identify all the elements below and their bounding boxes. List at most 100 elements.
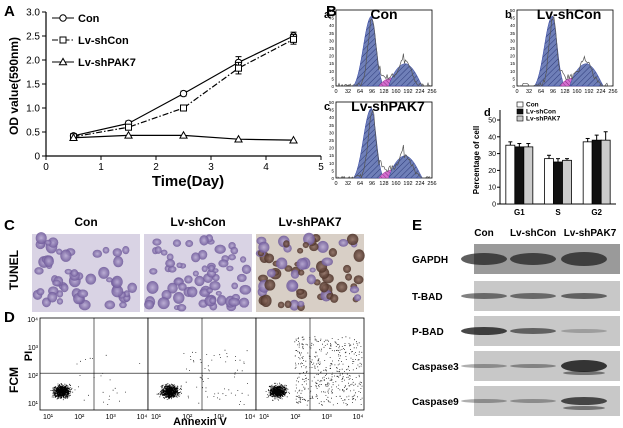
- tunel-column-label: Lv-shPAK7: [278, 215, 341, 229]
- panel-label-c: C: [4, 217, 15, 234]
- histogram-sub-label: b: [505, 9, 512, 21]
- bd-category-label: G2: [591, 208, 602, 217]
- histogram-y-tick: 30: [510, 38, 516, 43]
- cell-nucleus: [309, 267, 316, 273]
- fcm-x-tick: 10³: [214, 414, 225, 421]
- cell-nucleus: [236, 273, 247, 283]
- cell-nucleus: [199, 235, 209, 246]
- data-point: [124, 130, 133, 139]
- blot-band: [510, 399, 556, 403]
- histogram-x-tick: 224: [415, 181, 424, 187]
- histogram-x-tick: 96: [550, 89, 556, 95]
- histogram-x-tick: 224: [596, 89, 605, 95]
- blot-band: [461, 399, 507, 403]
- bd-legend-swatch: [516, 108, 524, 115]
- tunel-image-2: Lv-shPAK7: [255, 215, 365, 312]
- cell-nucleus: [330, 294, 339, 303]
- panel-label-b: B: [326, 3, 337, 20]
- bd-y-tick-label: 40: [488, 134, 496, 141]
- bar: [582, 141, 593, 205]
- cell-nucleus: [228, 254, 236, 261]
- g1-peak: [352, 107, 385, 179]
- cell-nucleus: [56, 248, 63, 255]
- cell-nucleus: [112, 248, 123, 257]
- fcm-events: [156, 349, 249, 405]
- cell-nucleus: [191, 252, 201, 263]
- g1-peak: [533, 15, 566, 87]
- cell-nucleus: [77, 289, 89, 298]
- cell-nucleus: [289, 299, 300, 311]
- cell-nucleus: [160, 249, 168, 256]
- g2-peak: [388, 63, 423, 87]
- panel-e-western-blot: Con Lv-shCon Lv-shPAK7 GAPDH T-BAD P-BAD Casp…: [412, 228, 620, 416]
- panel-b-d-bar-chart: d Percentage of cell 0 10 20 30 40 50 G1 S G2 C…: [472, 102, 616, 217]
- histogram-x-tick: 192: [584, 89, 593, 95]
- g1-peak: [352, 15, 385, 87]
- histogram-sub-label: a: [324, 9, 331, 21]
- legend-label: Con: [78, 13, 100, 25]
- histogram-y-tick: 5: [512, 76, 515, 81]
- bar: [505, 144, 516, 205]
- cell-nucleus: [192, 270, 199, 277]
- cell-nucleus: [264, 279, 276, 291]
- cell-nucleus: [113, 256, 124, 268]
- bd-y-tick-label: 10: [488, 185, 496, 192]
- fcm-y-tick: 10⁴: [27, 317, 38, 324]
- fcm-events: [50, 354, 141, 405]
- g2-peak: [388, 155, 423, 179]
- histogram-x-tick: 64: [538, 89, 544, 95]
- cell-nucleus: [218, 259, 229, 268]
- cell-nucleus: [264, 253, 275, 264]
- panel-label-e: E: [412, 217, 422, 234]
- histogram-y-tick: 0: [512, 84, 515, 89]
- histogram-x-tick: 0: [334, 181, 337, 187]
- histogram-y-tick: 20: [510, 54, 516, 59]
- cell-nucleus: [241, 264, 252, 275]
- y-tick-label: 1.5: [26, 80, 40, 91]
- y-tick-label: 3.0: [26, 8, 40, 19]
- x-tick-label: 3: [208, 162, 214, 173]
- cell-nucleus: [167, 265, 177, 273]
- cell-nucleus: [238, 297, 250, 308]
- bar: [523, 146, 534, 205]
- x-tick-label: 0: [43, 162, 49, 173]
- histogram-sub-label: c: [324, 101, 330, 113]
- blot-row-label: Caspase9: [412, 397, 459, 408]
- panel-label-d: D: [4, 309, 15, 326]
- cell-nucleus: [353, 249, 365, 262]
- cell-nucleus: [298, 269, 305, 276]
- cell-nucleus: [60, 283, 69, 293]
- x-axis-label: Time(Day): [152, 173, 224, 190]
- histogram-x-tick: 192: [403, 89, 412, 95]
- histogram-title: Con: [370, 6, 397, 22]
- histogram-x-tick: 224: [415, 89, 424, 95]
- histogram-trace: [337, 109, 431, 179]
- data-point: [179, 130, 188, 139]
- cell-nucleus: [167, 282, 178, 294]
- cell-nucleus: [60, 249, 72, 262]
- cell-nucleus: [85, 273, 97, 285]
- cell-nucleus: [284, 265, 293, 272]
- blot-band: [461, 327, 507, 335]
- histogram-x-tick: 160: [391, 181, 400, 187]
- annexin-axis-label: Annexin V: [173, 416, 227, 428]
- data-point: [58, 57, 68, 66]
- cell-nucleus: [321, 257, 333, 266]
- cell-nucleus: [258, 241, 270, 253]
- panel-d-flow-cytometry: FCM PI Annexin V 10¹ 10² 10³ 10⁴10¹10²10³10…: [7, 317, 365, 428]
- fcm-x-tick: 10¹: [259, 414, 270, 421]
- panel-label-a: A: [4, 3, 15, 20]
- cell-nucleus: [209, 297, 217, 304]
- histogram-x-tick: 128: [379, 89, 388, 95]
- bar: [600, 139, 611, 205]
- cell-nucleus: [276, 257, 288, 270]
- bd-y-tick-label: 30: [488, 151, 496, 158]
- blot-row-label: Caspase3: [412, 362, 459, 373]
- cell-nucleus: [122, 246, 130, 255]
- blot-row-label: GAPDH: [412, 255, 448, 266]
- cell-nucleus: [328, 248, 338, 257]
- fcm-plot-2: 10¹ 10² 10³ 10⁴: [255, 317, 365, 421]
- data-point: [234, 134, 243, 143]
- cell-nucleus: [306, 274, 316, 285]
